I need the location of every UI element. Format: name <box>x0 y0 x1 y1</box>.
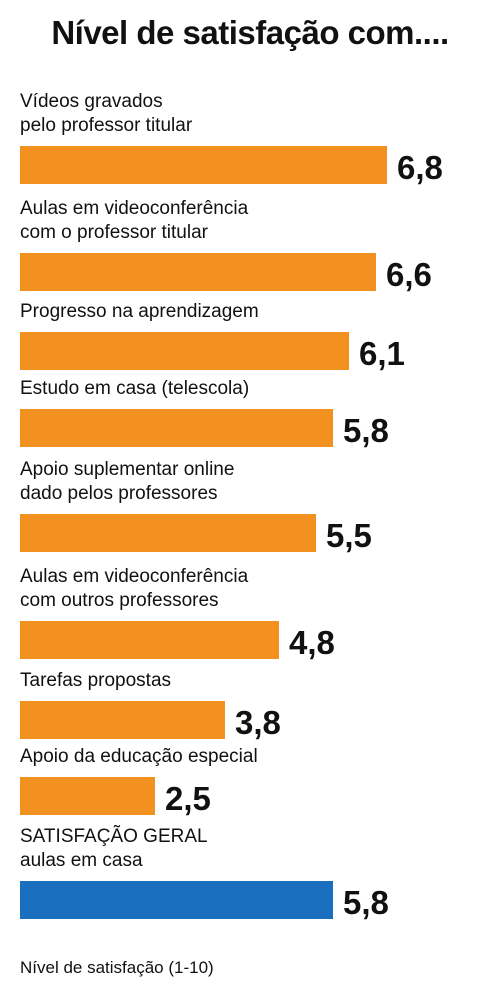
bar <box>20 514 316 552</box>
bar-value-label: 2,5 <box>165 780 211 817</box>
bar <box>20 146 387 184</box>
bar-label-line: SATISFAÇÃO GERAL <box>20 826 208 847</box>
bar <box>20 332 349 370</box>
bar-label-line: Tarefas propostas <box>20 670 172 691</box>
bar-label: Aulas em videoconferência com o professor… <box>20 197 248 245</box>
bar <box>20 409 333 447</box>
bar-label-line: Progresso na aprendizagem <box>20 301 259 322</box>
bar-label-line: Aulas em videoconferência <box>20 198 249 219</box>
bar-label-line: pelo professor titular <box>20 115 193 136</box>
bar-label: Apoio da educação especial <box>20 745 258 769</box>
bar-value-label: 5,8 <box>343 884 389 921</box>
bar-label: Vídeos gravados pelo professor titular <box>20 90 192 138</box>
chart-title: Nível de satisfação com.... <box>51 14 449 51</box>
bar-value-label: 6,1 <box>359 335 405 372</box>
bar-value-label: 6,6 <box>386 256 432 293</box>
bar-label-line: aulas em casa <box>20 850 143 871</box>
bar-value-label: 3,8 <box>235 704 281 741</box>
bar-label: Progresso na aprendizagem <box>20 300 259 324</box>
bar-label-line: com o professor titular <box>20 222 208 243</box>
bar-label-line: dado pelos professores <box>20 483 218 504</box>
bar-label-line: Apoio suplementar online <box>20 459 235 480</box>
bar-label: Apoio suplementar online dado pelos profe… <box>20 458 234 506</box>
bar <box>20 621 279 659</box>
bar-label-line: Aulas em videoconferência <box>20 566 249 587</box>
bar-label-line: Apoio da educação especial <box>20 746 258 767</box>
bar-value-label: 4,8 <box>289 624 335 661</box>
bar <box>20 777 155 815</box>
bar <box>20 881 333 919</box>
scale-note: Nível de satisfação (1-10) <box>20 958 214 977</box>
bar <box>20 701 225 739</box>
bar-value-label: 5,8 <box>343 412 389 449</box>
bar-label-line: com outros professores <box>20 590 219 611</box>
bar-label-line: Estudo em casa (telescola) <box>20 378 250 399</box>
bar-label-line: Vídeos gravados <box>20 91 163 112</box>
bar-value-label: 5,5 <box>326 517 372 554</box>
bar-value-label: 6,8 <box>397 149 443 186</box>
bar-label: Tarefas propostas <box>20 669 171 693</box>
bar-label: Aulas em videoconferência com outros prof… <box>20 565 248 613</box>
bar-label: SATISFAÇÃO GERAL aulas em casa <box>20 825 208 873</box>
bar <box>20 253 376 291</box>
bar-label: Estudo em casa (telescola) <box>20 377 249 401</box>
